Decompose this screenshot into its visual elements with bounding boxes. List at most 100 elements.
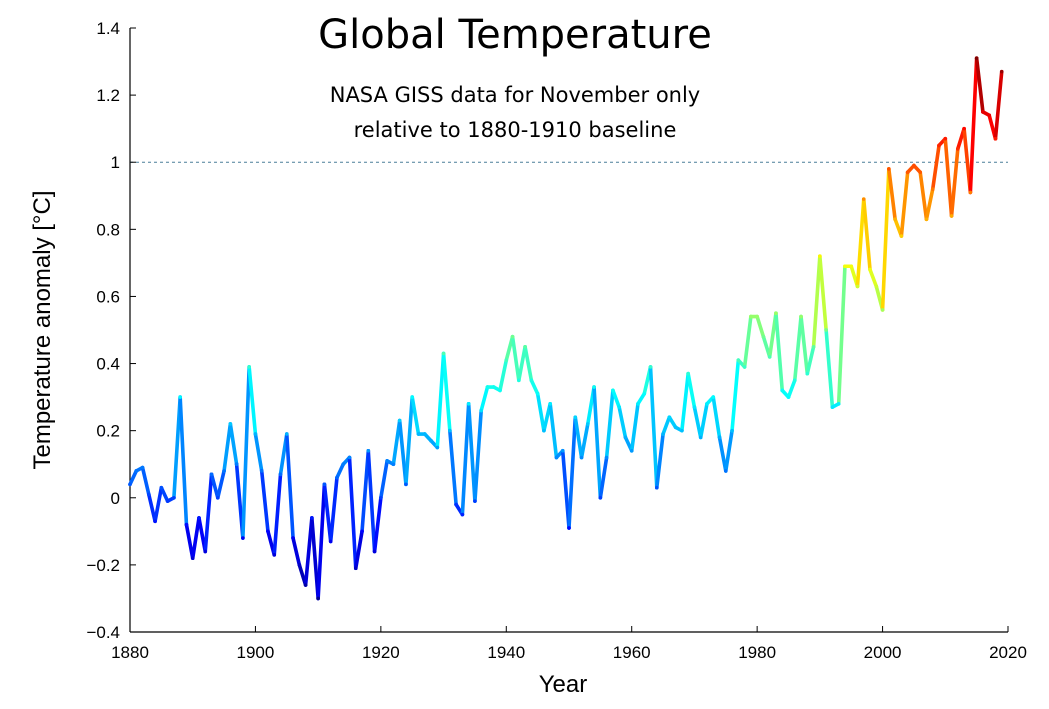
data-point bbox=[479, 408, 484, 413]
x-axis-label: Year bbox=[539, 671, 588, 698]
y-tick-label: −0.2 bbox=[86, 556, 120, 575]
data-point bbox=[498, 388, 502, 393]
data-point bbox=[711, 395, 716, 399]
series-segment bbox=[216, 469, 226, 500]
data-point bbox=[203, 549, 208, 554]
data-point bbox=[655, 485, 659, 490]
series-segment bbox=[172, 395, 182, 500]
data-point bbox=[241, 536, 245, 540]
data-point bbox=[535, 391, 540, 396]
x-tick-label: 2020 bbox=[989, 643, 1027, 662]
data-point bbox=[253, 432, 258, 436]
series-segment bbox=[711, 395, 722, 440]
series-segment bbox=[147, 492, 157, 524]
data-point bbox=[517, 378, 521, 383]
y-tick-label: −0.4 bbox=[86, 623, 120, 642]
series-segment bbox=[692, 405, 703, 440]
series-segment bbox=[316, 482, 327, 601]
series-segment bbox=[755, 314, 766, 339]
series-segment bbox=[328, 475, 339, 544]
series-segment bbox=[178, 395, 189, 527]
data-point bbox=[159, 485, 164, 490]
series-segment bbox=[818, 254, 828, 332]
data-point bbox=[767, 355, 772, 359]
data-point bbox=[824, 328, 828, 332]
series-segment bbox=[529, 378, 540, 396]
series-segment bbox=[899, 170, 910, 238]
data-point bbox=[598, 495, 603, 500]
data-point bbox=[868, 267, 872, 272]
data-point bbox=[153, 519, 157, 524]
data-point bbox=[473, 499, 477, 503]
series-segment bbox=[592, 385, 603, 500]
data-point bbox=[968, 190, 973, 195]
data-point bbox=[680, 428, 684, 433]
data-point bbox=[429, 438, 433, 443]
x-axis-ticks: 1880 1900 1920 1940 1960 1980 2000 2020 bbox=[111, 626, 1027, 662]
y-tick-label: 0.2 bbox=[96, 422, 120, 441]
series-segment bbox=[636, 391, 647, 406]
data-point bbox=[366, 449, 371, 453]
series-segment bbox=[448, 428, 458, 507]
data-point bbox=[604, 455, 609, 460]
data-point bbox=[234, 462, 239, 467]
data-point bbox=[397, 418, 402, 423]
series-segment bbox=[203, 472, 214, 554]
data-point bbox=[667, 415, 672, 420]
series-segment bbox=[397, 418, 408, 487]
series-segment bbox=[930, 143, 941, 191]
series-segment bbox=[887, 167, 897, 222]
series-segment bbox=[466, 402, 477, 503]
series-segment bbox=[460, 402, 471, 517]
data-point bbox=[786, 395, 791, 399]
data-point bbox=[435, 445, 440, 450]
data-point bbox=[629, 449, 634, 453]
series-segment bbox=[654, 432, 665, 490]
data-point bbox=[836, 402, 841, 406]
data-point bbox=[385, 459, 389, 463]
series-segment bbox=[993, 69, 1004, 141]
data-point bbox=[761, 334, 766, 339]
data-point bbox=[360, 529, 364, 534]
data-point bbox=[504, 358, 509, 363]
series-segment bbox=[611, 388, 621, 409]
data-point bbox=[636, 402, 640, 406]
data-point bbox=[962, 126, 966, 131]
series-segment bbox=[284, 432, 295, 540]
data-point bbox=[454, 502, 458, 507]
data-point bbox=[128, 482, 132, 487]
series-segment bbox=[617, 405, 628, 440]
data-point bbox=[310, 516, 314, 520]
data-point bbox=[404, 482, 408, 487]
data-point bbox=[956, 147, 960, 151]
series-segment bbox=[441, 351, 452, 433]
series-segment bbox=[824, 328, 835, 409]
data-point bbox=[172, 495, 176, 500]
y-tick-label: 0.8 bbox=[96, 220, 120, 239]
data-point bbox=[284, 432, 289, 436]
series-segment bbox=[949, 147, 960, 218]
series-segment bbox=[855, 197, 866, 289]
data-point bbox=[297, 563, 302, 567]
data-point bbox=[353, 566, 358, 571]
data-point bbox=[642, 391, 647, 396]
data-point bbox=[184, 522, 189, 527]
series-segment bbox=[435, 351, 446, 450]
data-point bbox=[222, 469, 226, 473]
data-point bbox=[247, 365, 251, 369]
data-point bbox=[780, 388, 785, 393]
data-point bbox=[140, 465, 145, 470]
series-segment bbox=[366, 448, 377, 554]
data-point bbox=[586, 422, 590, 426]
data-point bbox=[322, 482, 327, 487]
data-point bbox=[849, 264, 854, 269]
x-tick-label: 1920 bbox=[362, 643, 400, 662]
y-tick-label: 0.6 bbox=[96, 287, 120, 306]
series-segment bbox=[573, 415, 584, 460]
chart-subtitle-line-2: relative to 1880-1910 baseline bbox=[354, 118, 677, 142]
x-tick-label: 1940 bbox=[487, 643, 525, 662]
series-segment bbox=[241, 365, 251, 540]
series-segment bbox=[548, 402, 559, 460]
data-point bbox=[843, 264, 847, 269]
